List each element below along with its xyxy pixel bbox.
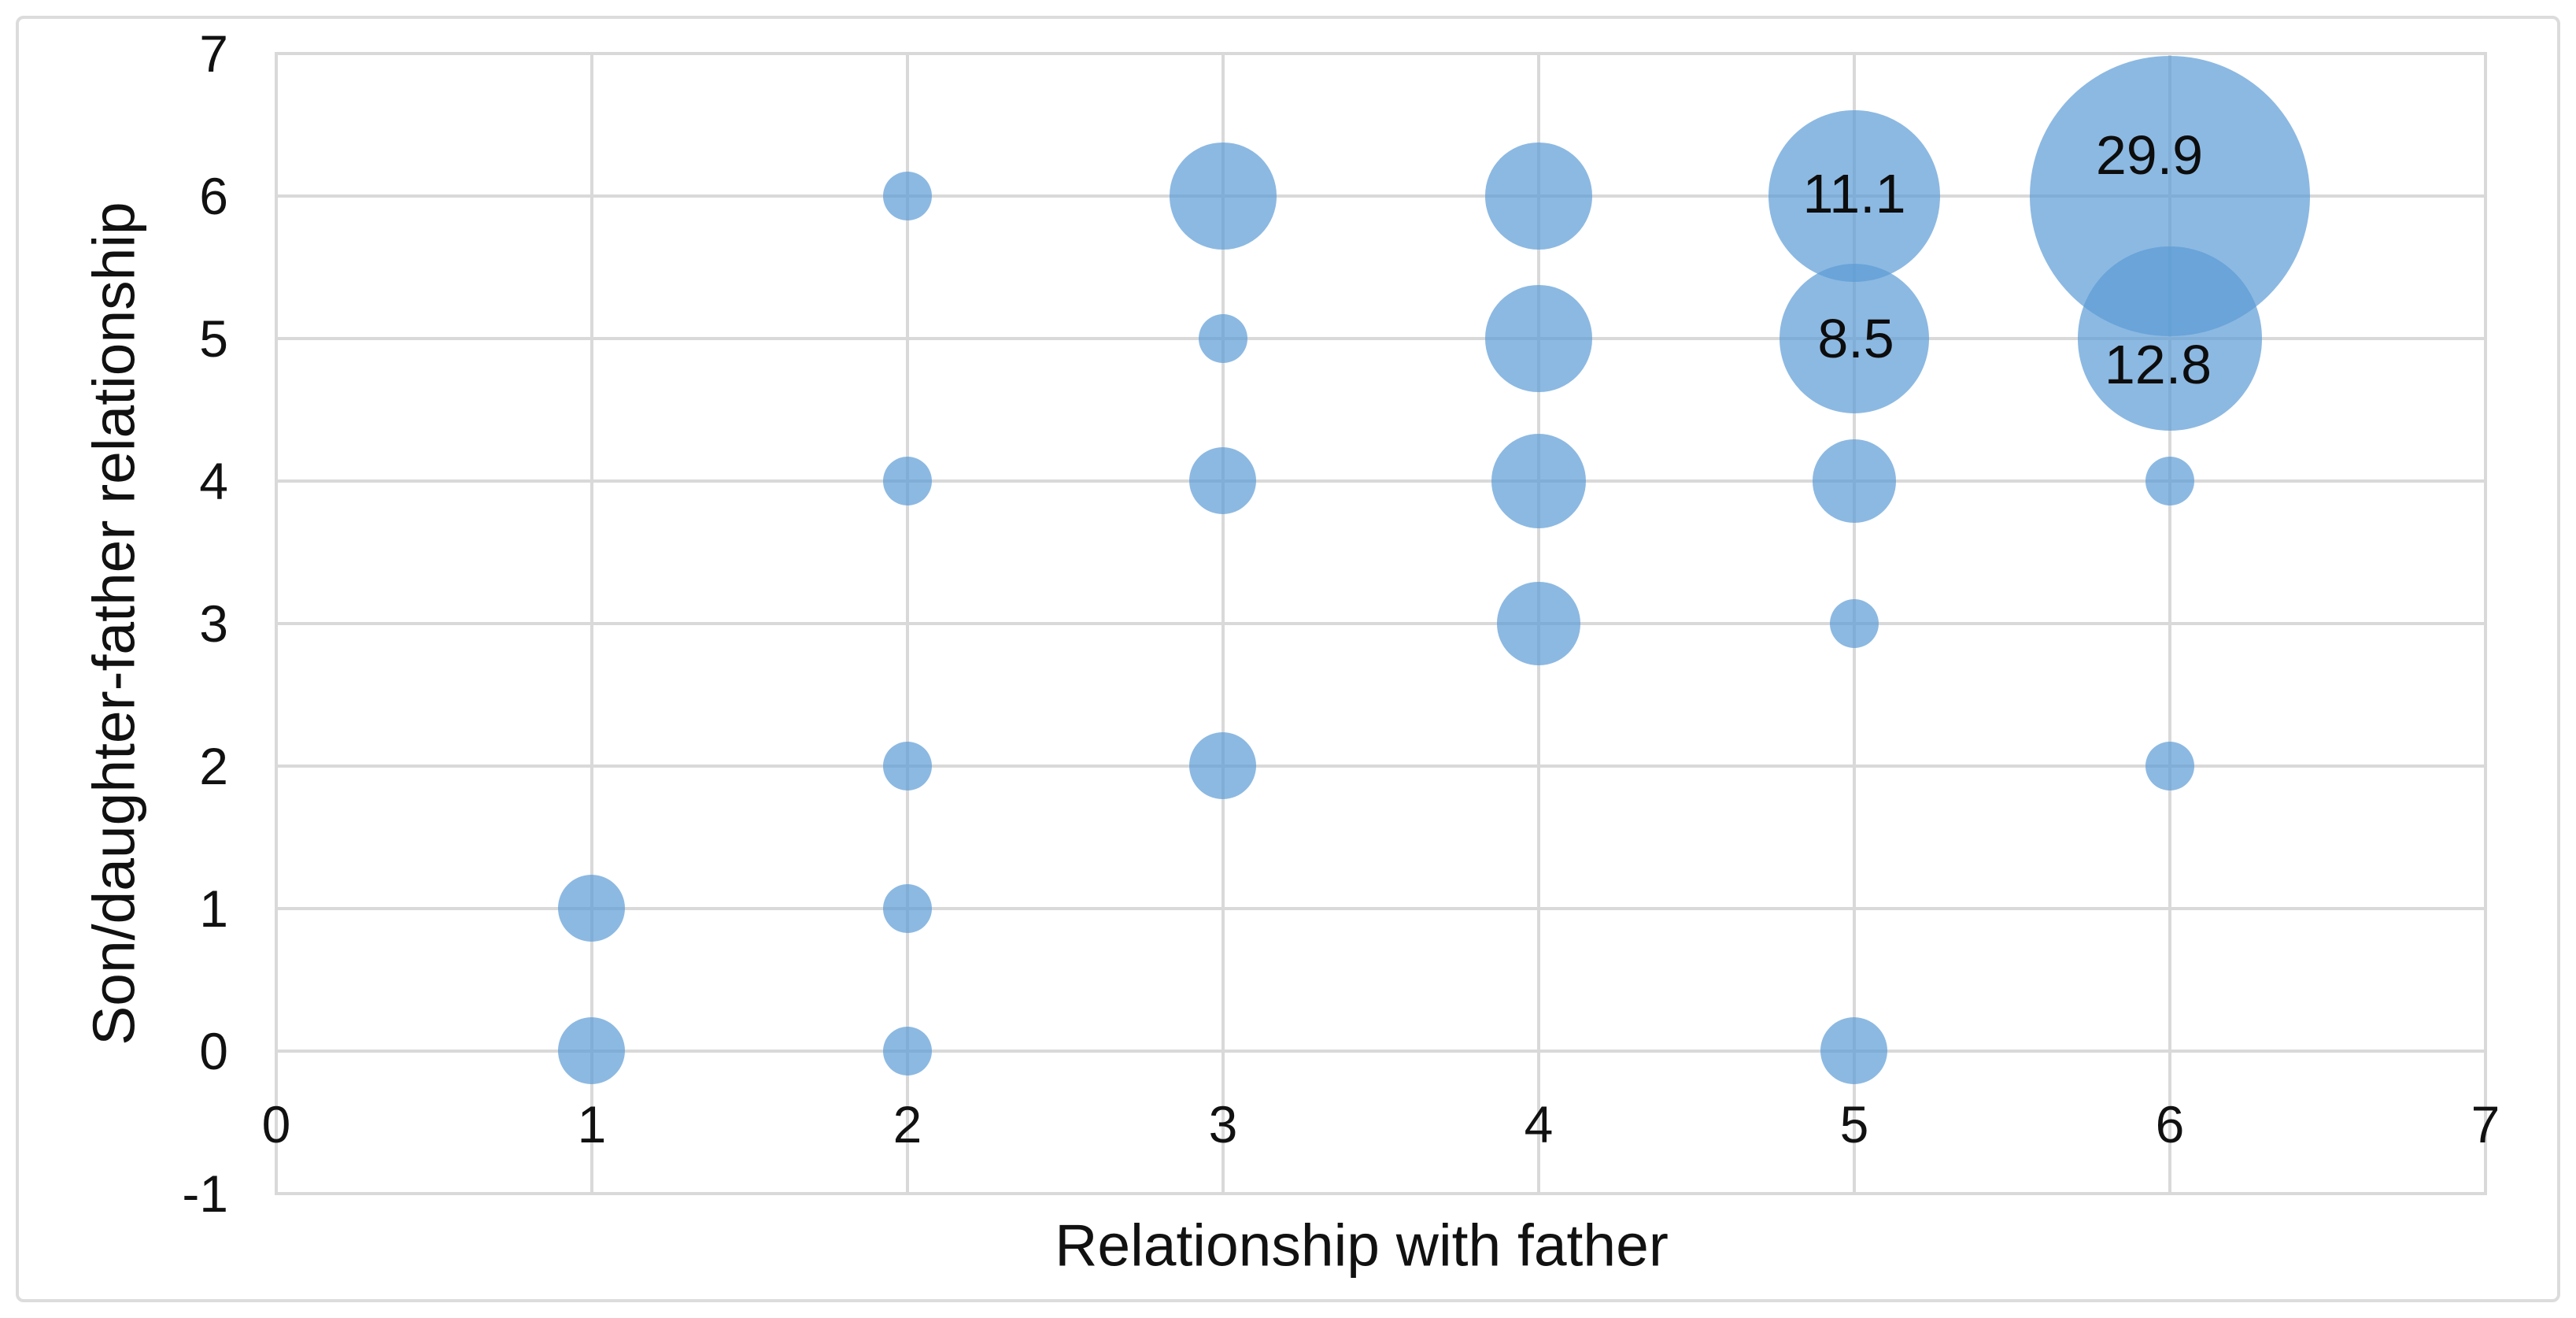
bubble[interactable] bbox=[1189, 447, 1257, 515]
bubble[interactable] bbox=[1189, 732, 1257, 800]
gridline-vertical bbox=[2168, 52, 2171, 1195]
y-tick-label: 2 bbox=[199, 737, 228, 795]
x-tick-label: 2 bbox=[893, 1095, 922, 1153]
x-tick-label: 5 bbox=[1839, 1095, 1869, 1153]
gridline-horizontal bbox=[275, 765, 2487, 768]
bubble[interactable] bbox=[1170, 143, 1277, 250]
bubble[interactable] bbox=[883, 742, 932, 790]
bubble-data-label: 29.9 bbox=[2095, 124, 2204, 186]
y-tick-label: 6 bbox=[199, 167, 228, 225]
bubble[interactable] bbox=[2078, 246, 2262, 431]
y-axis-title: Son/daughter-father relationship bbox=[80, 202, 147, 1046]
bubble-data-label: 12.8 bbox=[2104, 334, 2212, 395]
bubble[interactable] bbox=[883, 884, 932, 933]
x-tick-label: 7 bbox=[2471, 1095, 2500, 1153]
bubble[interactable] bbox=[1813, 439, 1896, 523]
y-tick-label: 4 bbox=[199, 452, 228, 510]
x-tick-label: 6 bbox=[2155, 1095, 2185, 1153]
bubble[interactable] bbox=[2145, 457, 2194, 505]
y-tick-label: 3 bbox=[199, 594, 228, 653]
bubble[interactable] bbox=[1491, 433, 1587, 529]
bubble[interactable] bbox=[1830, 599, 1879, 648]
bubble[interactable] bbox=[1497, 582, 1580, 665]
x-axis-title: Relationship with father bbox=[1055, 1212, 1669, 1279]
gridline-horizontal bbox=[275, 479, 2487, 483]
gridline-horizontal bbox=[275, 622, 2487, 625]
gridline-horizontal bbox=[275, 194, 2487, 198]
gridline-vertical bbox=[590, 52, 593, 1195]
y-tick-label: -1 bbox=[182, 1164, 228, 1223]
x-tick-label: 0 bbox=[261, 1095, 291, 1153]
chart-area-border bbox=[16, 16, 2560, 1302]
x-tick-label: 4 bbox=[1524, 1095, 1554, 1153]
gridline-vertical bbox=[906, 52, 909, 1195]
bubble[interactable] bbox=[1768, 110, 1940, 282]
bubble-data-label: 8.5 bbox=[1817, 308, 1894, 369]
gridline-horizontal bbox=[275, 52, 2487, 55]
bubble[interactable] bbox=[1779, 263, 1930, 414]
gridline-horizontal bbox=[275, 907, 2487, 910]
bubble[interactable] bbox=[558, 1017, 626, 1085]
y-tick-label: 5 bbox=[199, 309, 228, 368]
gridline-vertical bbox=[1221, 52, 1225, 1195]
x-tick-label: 3 bbox=[1208, 1095, 1238, 1153]
bubble[interactable] bbox=[883, 172, 932, 220]
bubble[interactable] bbox=[1199, 314, 1247, 363]
bubble[interactable] bbox=[1485, 143, 1592, 250]
gridline-horizontal bbox=[275, 1192, 2487, 1195]
y-tick-label: 1 bbox=[199, 879, 228, 938]
gridline-vertical bbox=[2484, 52, 2487, 1195]
gridline-horizontal bbox=[275, 337, 2487, 340]
bubble[interactable] bbox=[2145, 742, 2194, 790]
bubble[interactable] bbox=[1485, 285, 1592, 392]
y-tick-label: 0 bbox=[199, 1022, 228, 1080]
bubble[interactable] bbox=[883, 457, 932, 505]
gridline-vertical bbox=[275, 52, 278, 1195]
bubble[interactable] bbox=[558, 875, 626, 942]
y-tick-label: 7 bbox=[199, 24, 228, 83]
bubble-data-label: 11.1 bbox=[1802, 163, 1906, 224]
bubble[interactable] bbox=[1820, 1017, 1888, 1085]
x-tick-label: 1 bbox=[577, 1095, 607, 1153]
bubble[interactable] bbox=[883, 1027, 932, 1076]
gridline-horizontal bbox=[275, 1050, 2487, 1053]
